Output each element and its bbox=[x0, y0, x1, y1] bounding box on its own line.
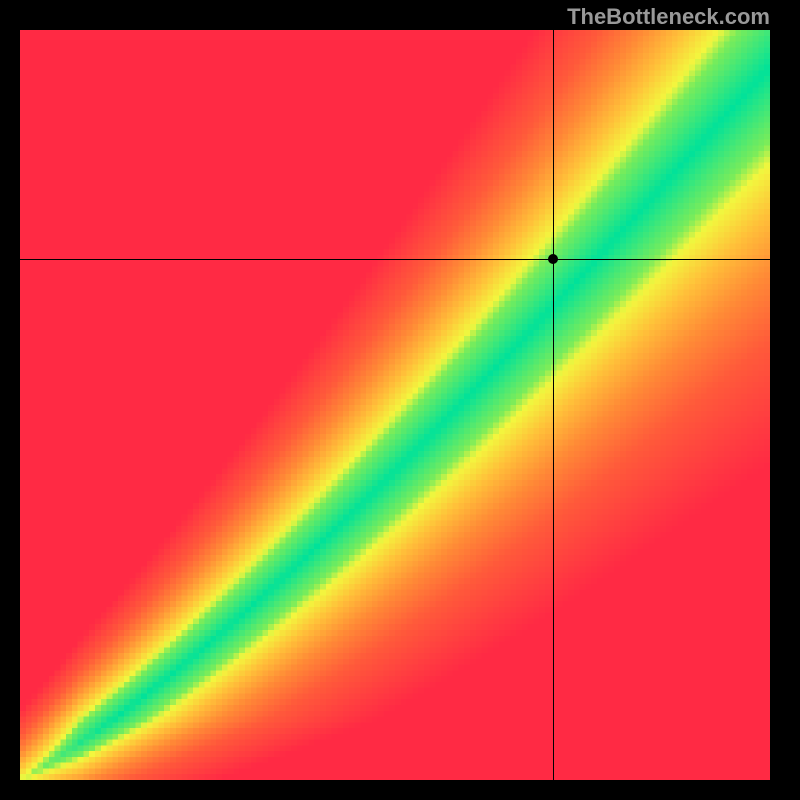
heatmap-canvas bbox=[20, 30, 770, 780]
crosshair-vertical bbox=[553, 30, 554, 780]
crosshair-horizontal bbox=[20, 259, 770, 260]
bottleneck-heatmap bbox=[20, 30, 770, 780]
crosshair-marker bbox=[548, 254, 558, 264]
watermark-text: TheBottleneck.com bbox=[567, 4, 770, 30]
